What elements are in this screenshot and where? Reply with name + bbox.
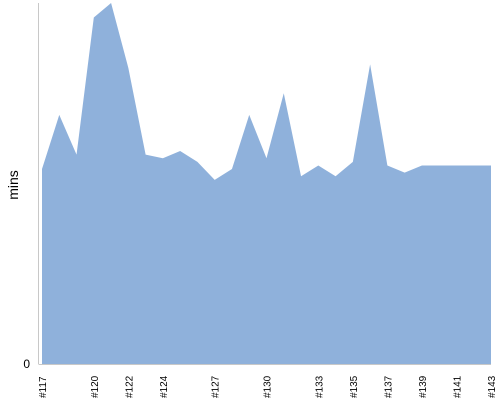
x-tick-label: #141	[452, 375, 463, 398]
x-tick-label: #117	[38, 376, 49, 398]
x-tick-label: #139	[418, 375, 429, 398]
x-tick-label: #137	[383, 375, 394, 398]
x-tick-label: #143	[487, 375, 498, 398]
series-area	[42, 3, 491, 364]
axes	[38, 3, 491, 365]
x-tick-label: #133	[314, 375, 325, 398]
x-tick-label: #124	[159, 375, 170, 398]
x-tick-label: #127	[211, 375, 222, 398]
y-axis-label: mins	[5, 170, 21, 200]
x-tick-label: #122	[124, 375, 135, 398]
x-tick-labels: #117 #120 #122 #124 #127 #130 #133 #135 #137 #139…	[38, 375, 498, 398]
x-tick-label: #135	[349, 375, 360, 398]
plot-area	[42, 3, 491, 364]
x-tick-label: #130	[263, 375, 274, 398]
y-tick-label: 0	[23, 357, 30, 371]
y-tick-labels: 0	[23, 357, 30, 371]
x-tick-label: #120	[90, 375, 101, 398]
